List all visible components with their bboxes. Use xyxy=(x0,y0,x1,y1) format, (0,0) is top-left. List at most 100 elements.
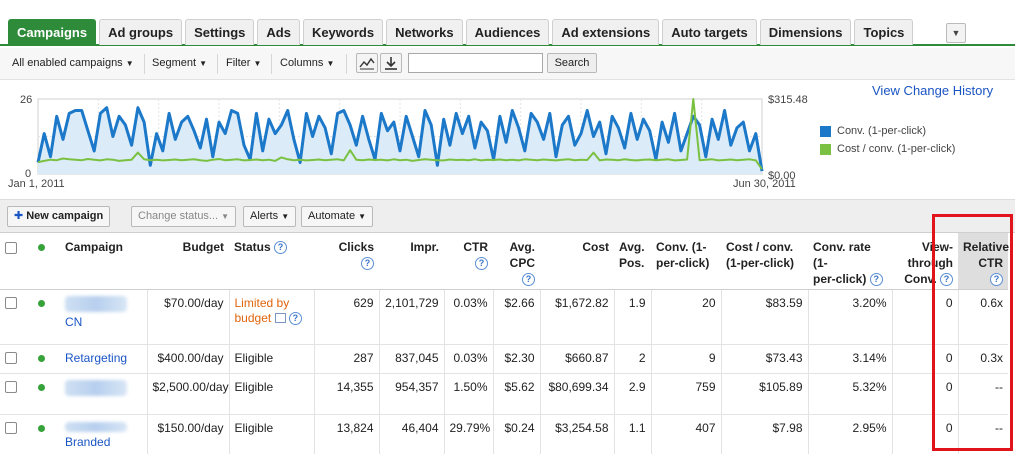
header-label: Avg. xyxy=(509,240,535,254)
header-label: Cost / conv. xyxy=(726,240,794,254)
header-label: CTR xyxy=(463,240,488,254)
search-button[interactable]: Search xyxy=(547,53,597,73)
header-avg-cpc[interactable]: Avg. CPC? xyxy=(493,233,540,290)
header-avg-pos[interactable]: Avg. Pos. xyxy=(614,233,651,290)
campaign-link[interactable]: Retargeting xyxy=(65,350,128,365)
automate-dropdown[interactable]: Automate ▼ xyxy=(301,206,374,227)
performance-chart: 26 0 $315.48 $0.00 Jan 1, 2011 Jun 30, 2… xyxy=(0,83,1015,194)
view-filter-dropdown[interactable]: All enabled campaigns ▼ xyxy=(12,57,134,69)
chevron-down-icon: ▼ xyxy=(281,212,290,221)
columns-dropdown[interactable]: Columns ▼ xyxy=(280,57,334,69)
action-bar: ✚ New campaign Change status... ▼ Alerts … xyxy=(0,199,1015,233)
help-icon[interactable]: ? xyxy=(990,273,1003,287)
header-label: Impr. xyxy=(410,240,439,254)
tab-campaigns[interactable]: Campaigns xyxy=(8,19,97,45)
clicks-cell: 287 xyxy=(313,343,379,373)
status-dot-icon xyxy=(38,244,45,251)
tab-ad-extensions[interactable]: Ad extensions xyxy=(552,19,660,45)
header-view-through-conv[interactable]: View-through Conv. ? xyxy=(892,233,958,290)
series-conv-line xyxy=(36,106,764,172)
help-icon[interactable]: ? xyxy=(274,241,288,255)
avg-pos-cell: 1.1 xyxy=(613,413,651,454)
status-limited-text[interactable]: Limited by xyxy=(234,295,290,310)
segment-dropdown[interactable]: Segment ▼ xyxy=(152,57,207,69)
tab-settings[interactable]: Settings xyxy=(185,19,255,45)
header-conv[interactable]: Conv. (1- per-click) xyxy=(651,233,721,290)
help-icon[interactable]: ? xyxy=(361,257,374,271)
alerts-dropdown[interactable]: Alerts ▼ xyxy=(243,206,297,227)
budget-chart-icon[interactable] xyxy=(274,313,286,324)
avg-cpc-cell: $2.66 xyxy=(492,288,540,344)
legend-label: Conv. (1-per-click) xyxy=(837,125,927,137)
new-campaign-label: New campaign xyxy=(26,210,104,222)
header-conv-rate[interactable]: Conv. rate (1- per-click) ? xyxy=(808,233,892,290)
header-cost-per-conv[interactable]: Cost / conv. (1-per-click) xyxy=(721,233,808,290)
redacted-campaign-name[interactable] xyxy=(65,379,127,396)
filter-label: Filter xyxy=(226,57,251,69)
header-label: Status xyxy=(234,240,271,254)
tab-topics[interactable]: Topics xyxy=(854,19,914,45)
header-status[interactable]: Status ? xyxy=(229,233,314,290)
tab-ads[interactable]: Ads xyxy=(257,19,300,45)
chevron-down-icon: ▼ xyxy=(326,59,335,68)
impr-cell: 954,357 xyxy=(378,372,444,414)
header-clicks[interactable]: Clicks? xyxy=(314,233,379,290)
divider xyxy=(346,54,347,74)
header-relative-ctr[interactable]: Relative CTR ? xyxy=(958,233,1009,290)
header-campaign[interactable]: Campaign xyxy=(60,233,147,290)
help-icon[interactable]: ? xyxy=(522,273,535,287)
ctr-cell: 1.50% xyxy=(443,372,493,414)
change-status-dropdown[interactable]: Change status... ▼ xyxy=(131,206,237,227)
y-left-min-label: 0 xyxy=(25,168,32,180)
campaign-link[interactable]: CN xyxy=(65,314,83,329)
legend-item-conv[interactable]: Conv. (1-per-click) xyxy=(820,122,955,140)
search-input[interactable] xyxy=(408,53,543,73)
row-checkbox[interactable] xyxy=(5,422,17,435)
header-ctr[interactable]: CTR? xyxy=(444,233,493,290)
help-icon[interactable]: ? xyxy=(869,273,883,287)
view-change-history-link[interactable]: View Change History xyxy=(872,83,994,98)
header-label: Campaign xyxy=(65,240,124,254)
filter-dropdown[interactable]: Filter ▼ xyxy=(226,57,261,69)
conv-rate-cell: 3.14% xyxy=(807,343,892,373)
relative-ctr-cell: 0.6x xyxy=(957,288,1008,344)
help-icon[interactable]: ? xyxy=(940,273,953,287)
new-campaign-button[interactable]: ✚ New campaign xyxy=(7,206,111,227)
avg-pos-cell: 1.9 xyxy=(613,288,651,344)
enabled-dot-icon xyxy=(38,383,45,391)
cost-per-conv-cell: $73.43 xyxy=(720,343,808,373)
enabled-dot-icon xyxy=(38,299,45,307)
tab-dimensions[interactable]: Dimensions xyxy=(759,19,852,45)
more-tabs-button[interactable]: ▼ xyxy=(946,23,966,43)
tab-networks[interactable]: Networks xyxy=(386,19,463,45)
tab-audiences[interactable]: Audiences xyxy=(465,19,550,45)
help-icon[interactable]: ? xyxy=(288,311,302,325)
download-button[interactable] xyxy=(380,53,402,73)
row-checkbox[interactable] xyxy=(5,352,17,365)
table-header-row: Campaign Budget Status ? Clicks? Impr. C… xyxy=(0,233,1009,290)
row-status-dot-cell xyxy=(33,413,60,454)
header-impr[interactable]: Impr. xyxy=(379,233,444,290)
header-cost[interactable]: Cost xyxy=(540,233,614,290)
status-limited-text[interactable]: budget xyxy=(234,310,272,325)
row-checkbox[interactable] xyxy=(5,381,17,394)
header-budget[interactable]: Budget xyxy=(147,233,229,290)
y-right-min-label: $0.00 xyxy=(768,170,796,182)
select-all-checkbox[interactable] xyxy=(5,241,17,254)
chart-canvas xyxy=(36,98,764,175)
campaign-link[interactable]: Branded xyxy=(65,434,111,449)
tab-keywords[interactable]: Keywords xyxy=(302,19,384,45)
row-checkbox[interactable] xyxy=(5,297,17,310)
table-row: Retargeting $400.00/day Eligible 287 837… xyxy=(0,343,1008,373)
legend-item-cost-conv[interactable]: Cost / conv. (1-per-click) xyxy=(820,140,955,158)
tab-ad-groups[interactable]: Ad groups xyxy=(99,19,183,45)
help-icon[interactable]: ? xyxy=(475,257,488,271)
toggle-graph-button[interactable] xyxy=(356,53,378,73)
campaign-cell: Branded xyxy=(60,413,147,454)
download-icon xyxy=(385,57,397,70)
view-through-conv-cell: 0 xyxy=(891,413,958,454)
header-label: Conv. xyxy=(904,272,937,286)
redacted-campaign-name xyxy=(65,295,127,312)
row-checkbox-cell xyxy=(0,413,33,454)
tab-auto-targets[interactable]: Auto targets xyxy=(662,19,757,45)
